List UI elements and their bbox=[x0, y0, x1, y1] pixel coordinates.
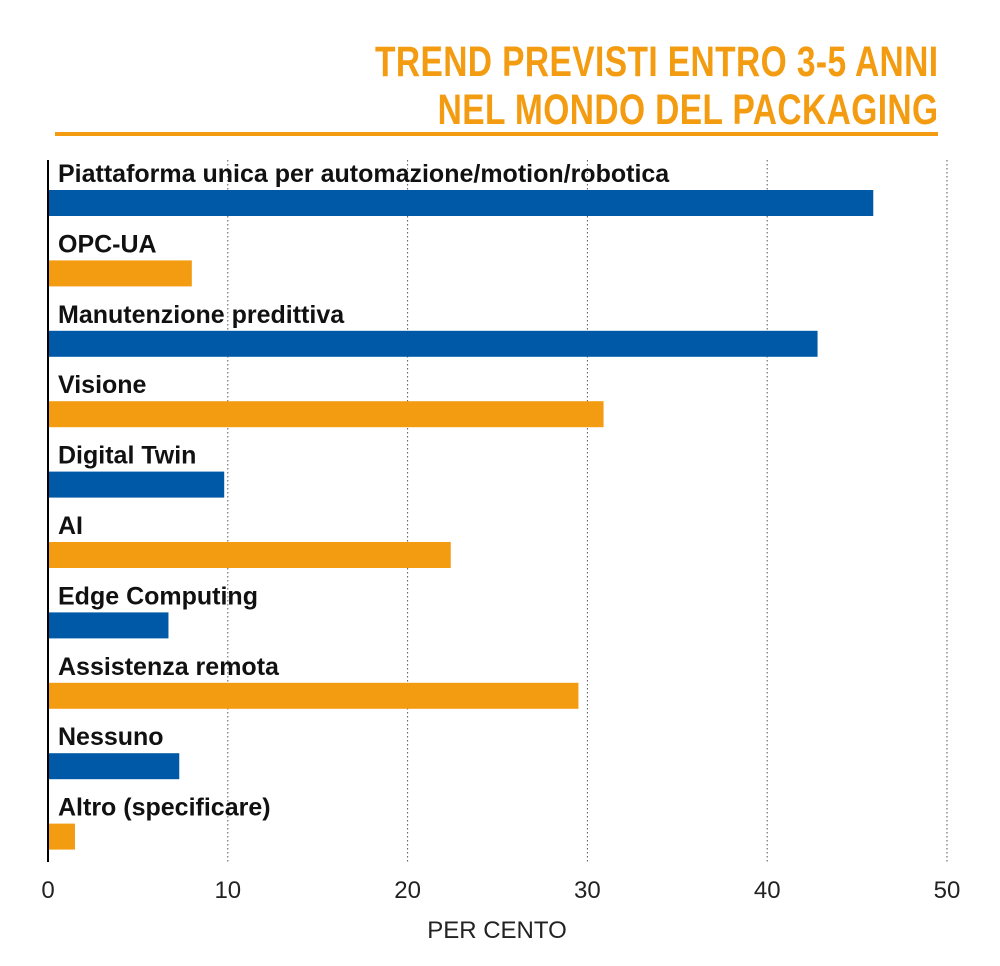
category-label: Manutenzione predittiva bbox=[58, 301, 345, 329]
chart-title-line-1: TREND PREVISTI ENTRO 3-5 ANNI bbox=[374, 38, 938, 86]
chart-title: TREND PREVISTI ENTRO 3-5 ANNI NEL MONDO … bbox=[374, 38, 938, 134]
category-label: Piattaforma unica per automazione/motion… bbox=[58, 160, 670, 188]
category-label: Edge Computing bbox=[58, 582, 258, 610]
bar-3 bbox=[48, 330, 818, 357]
bar-9 bbox=[48, 753, 180, 780]
x-tick-label: 30 bbox=[574, 877, 601, 904]
x-axis-title: PER CENTO bbox=[427, 917, 567, 944]
category-label: AI bbox=[58, 512, 83, 540]
x-tick-label: 0 bbox=[41, 877, 54, 904]
x-tick-label: 10 bbox=[214, 877, 241, 904]
title-underline bbox=[55, 132, 938, 136]
bar-5 bbox=[48, 471, 225, 498]
bar-8 bbox=[48, 682, 579, 709]
bar-1 bbox=[48, 190, 874, 216]
chart-title-line-2: NEL MONDO DEL PACKAGING bbox=[437, 86, 938, 134]
category-label: Assistenza remota bbox=[58, 653, 280, 681]
x-tick-label: 20 bbox=[394, 877, 421, 904]
bar-2 bbox=[48, 260, 192, 287]
bar-6 bbox=[48, 542, 451, 568]
category-label: Visione bbox=[58, 371, 147, 399]
category-label: Digital Twin bbox=[58, 442, 196, 470]
category-label: Nessuno bbox=[58, 723, 164, 751]
x-tick-label: 50 bbox=[934, 877, 961, 904]
category-label: Altro (specificare) bbox=[58, 794, 271, 822]
bar-10 bbox=[48, 823, 75, 850]
bar-7 bbox=[48, 612, 169, 639]
bar-4 bbox=[48, 401, 604, 428]
category-label: OPC-UA bbox=[58, 230, 157, 258]
x-tick-label: 40 bbox=[754, 877, 781, 904]
